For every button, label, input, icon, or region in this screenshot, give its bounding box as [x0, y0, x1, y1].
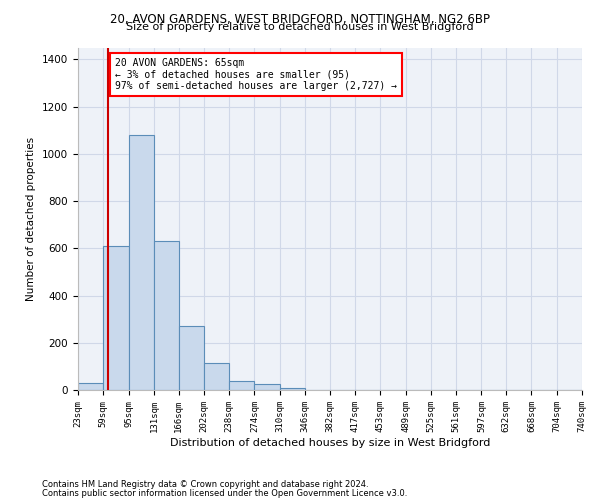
Bar [280, 388, 305, 390]
Bar [254, 384, 280, 390]
Bar [229, 380, 254, 390]
Bar [204, 363, 229, 390]
Text: Size of property relative to detached houses in West Bridgford: Size of property relative to detached ho… [126, 22, 474, 32]
Text: 20 AVON GARDENS: 65sqm
← 3% of detached houses are smaller (95)
97% of semi-deta: 20 AVON GARDENS: 65sqm ← 3% of detached … [115, 58, 397, 91]
X-axis label: Distribution of detached houses by size in West Bridgford: Distribution of detached houses by size … [170, 438, 490, 448]
Text: Contains HM Land Registry data © Crown copyright and database right 2024.: Contains HM Land Registry data © Crown c… [42, 480, 368, 489]
Bar [103, 246, 128, 390]
Y-axis label: Number of detached properties: Number of detached properties [26, 136, 37, 301]
Bar [78, 383, 103, 390]
Text: 20, AVON GARDENS, WEST BRIDGFORD, NOTTINGHAM, NG2 6BP: 20, AVON GARDENS, WEST BRIDGFORD, NOTTIN… [110, 12, 490, 26]
Bar [179, 326, 204, 390]
Bar [154, 241, 179, 390]
Text: Contains public sector information licensed under the Open Government Licence v3: Contains public sector information licen… [42, 488, 407, 498]
Bar [128, 135, 154, 390]
